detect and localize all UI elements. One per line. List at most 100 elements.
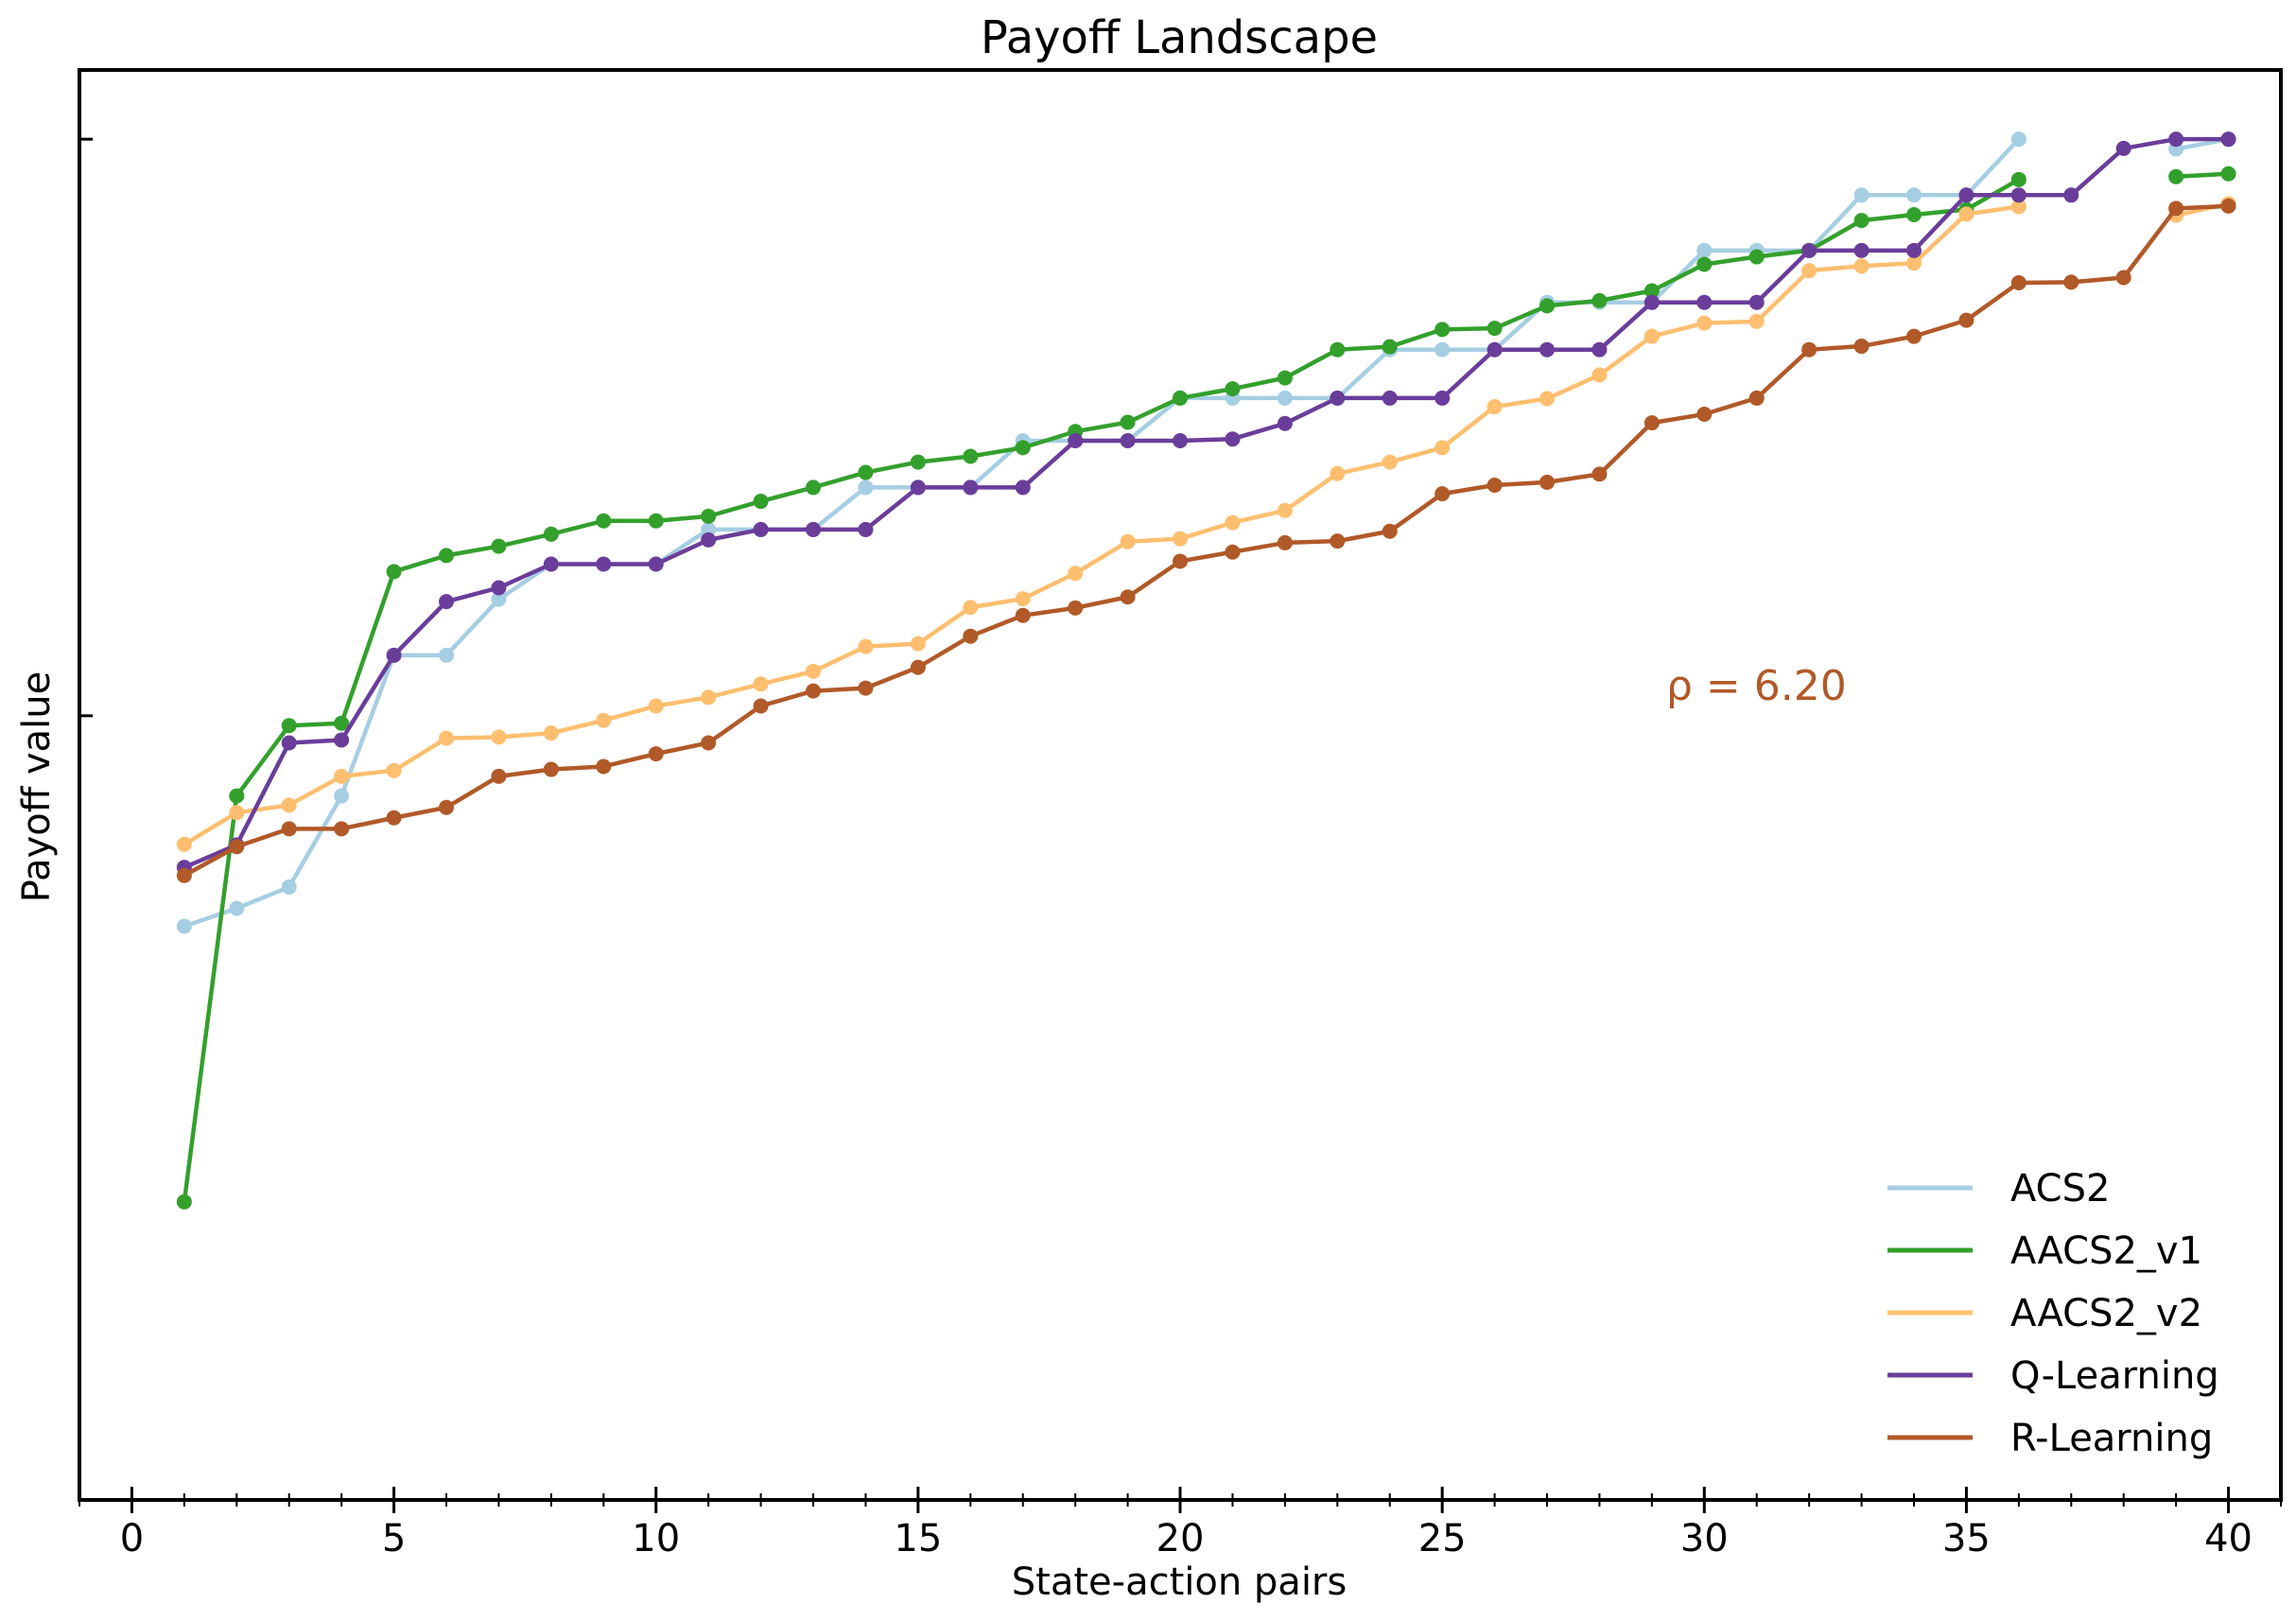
data-point-aacs2-v2-9	[596, 712, 612, 728]
data-point-r-learning-18	[1068, 600, 1084, 616]
data-point-aacs2-v1-24	[1382, 339, 1398, 355]
series-line-q-learning-0	[183, 136, 2229, 870]
data-point-aacs2-v1-1	[176, 1194, 192, 1210]
data-point-aacs2-v1-28	[1592, 292, 1608, 308]
data-point-aacs2-v2-16	[963, 600, 979, 616]
data-point-aacs2-v2-36	[2010, 199, 2026, 215]
data-point-aacs2-v1-4	[334, 715, 350, 731]
data-point-q-learning-7	[491, 580, 507, 596]
series-line-aacs2-v2-0	[183, 204, 2020, 846]
data-point-r-learning-12	[753, 698, 769, 714]
data-point-aacs2-v1-21	[1225, 381, 1241, 397]
data-point-aacs2-v2-7	[491, 729, 507, 745]
x-axis-label: State-action pairs	[1012, 1560, 1347, 1604]
data-point-r-learning-22	[1277, 534, 1293, 550]
data-point-r-learning-31	[1748, 390, 1765, 406]
data-point-r-learning-30	[1696, 406, 1713, 422]
data-point-r-learning-38	[2115, 270, 2131, 286]
data-point-acs2-30	[1696, 242, 1713, 258]
data-point-q-learning-28	[1592, 341, 1608, 357]
data-point-aacs2-v1-30	[1696, 256, 1713, 272]
data-point-q-learning-31	[1748, 294, 1765, 310]
x-tick-label: 5	[382, 1517, 406, 1560]
data-point-acs2-7	[491, 591, 507, 607]
data-point-acs2-3	[281, 879, 297, 895]
data-point-aacs2-v2-10	[648, 698, 664, 714]
data-point-aacs2-v2-22	[1277, 502, 1293, 518]
data-point-aacs2-v1-20	[1173, 390, 1188, 406]
data-point-q-learning-22	[1277, 415, 1293, 431]
data-point-r-learning-28	[1592, 466, 1608, 482]
data-point-r-learning-40	[2220, 198, 2236, 214]
data-point-aacs2-v2-15	[910, 636, 926, 652]
data-point-aacs2-v1-25	[1435, 322, 1451, 338]
data-point-r-learning-11	[701, 735, 717, 751]
data-point-q-learning-17	[1015, 479, 1031, 496]
data-point-r-learning-16	[963, 628, 979, 644]
series-line-r-learning-0	[183, 203, 2229, 878]
plot-marks	[176, 131, 2236, 1210]
legend-label-aacs2-v2: AACS2_v2	[2010, 1292, 2202, 1335]
data-point-aacs2-v1-23	[1330, 341, 1346, 357]
data-point-aacs2-v2-3	[281, 797, 297, 813]
data-point-r-learning-2	[229, 839, 245, 855]
series-r-learning	[176, 198, 2236, 883]
series-line-aacs2-v1-0	[182, 177, 2020, 1203]
data-point-r-learning-4	[334, 821, 350, 837]
x-tick-label: 30	[1680, 1517, 1729, 1560]
data-point-r-learning-34	[1906, 328, 1922, 344]
data-point-aacs2-v2-27	[1539, 391, 1555, 407]
legend-label-r-learning: R-Learning	[2010, 1417, 2213, 1460]
data-point-aacs2-v1-5	[386, 564, 402, 580]
legend-label-q-learning: Q-Learning	[2010, 1354, 2219, 1398]
data-point-r-learning-24	[1382, 523, 1398, 539]
data-point-q-learning-4	[334, 732, 350, 748]
legend: ACS2 AACS2_v1 AACS2_v2 Q-Learning R-Learning	[1887, 1167, 2219, 1460]
data-point-r-learning-15	[910, 659, 926, 675]
data-point-r-learning-5	[386, 810, 402, 826]
data-point-r-learning-36	[2010, 274, 2026, 290]
y-axis-ticks	[79, 137, 93, 718]
data-point-aacs2-v2-6	[439, 730, 454, 746]
data-point-q-learning-8	[543, 556, 559, 572]
data-point-aacs2-v2-19	[1120, 533, 1136, 549]
x-tick-label: 0	[120, 1517, 144, 1560]
data-point-acs2-6	[439, 647, 454, 663]
data-point-aacs2-v2-24	[1382, 454, 1398, 470]
data-point-aacs2-v1-2	[229, 788, 245, 804]
x-tick-label: 10	[632, 1517, 680, 1560]
data-point-q-learning-14	[858, 521, 874, 537]
data-point-r-learning-32	[1801, 341, 1818, 357]
data-point-q-learning-11	[701, 532, 717, 548]
rho-annotation: ρ = 6.20	[1666, 662, 1847, 710]
data-point-r-learning-37	[2063, 274, 2079, 290]
data-point-aacs2-v1-34	[1906, 207, 1922, 223]
data-point-aacs2-v1-22	[1277, 370, 1293, 386]
data-point-q-learning-24	[1382, 390, 1398, 406]
data-point-q-learning-6	[439, 594, 454, 610]
data-point-r-learning-14	[858, 680, 874, 696]
chart-title: Payoff Landscape	[981, 11, 1378, 64]
data-point-r-learning-19	[1120, 589, 1136, 605]
data-point-q-learning-21	[1225, 431, 1241, 447]
data-point-aacs2-v2-28	[1592, 367, 1608, 383]
data-point-aacs2-v1-39	[2168, 168, 2184, 184]
data-point-q-learning-36	[2010, 187, 2026, 203]
data-point-q-learning-29	[1644, 294, 1660, 310]
data-point-aacs2-v1-16	[963, 448, 979, 464]
data-point-q-learning-20	[1173, 433, 1188, 449]
data-point-q-learning-39	[2168, 131, 2184, 148]
data-point-acs2-4	[334, 788, 350, 804]
data-point-acs2-33	[1853, 187, 1870, 203]
data-point-aacs2-v2-25	[1435, 440, 1451, 456]
data-point-q-learning-10	[648, 556, 664, 572]
data-point-r-learning-17	[1015, 607, 1031, 623]
data-point-q-learning-40	[2220, 131, 2236, 148]
data-point-aacs2-v1-3	[281, 718, 297, 734]
data-point-q-learning-19	[1120, 433, 1136, 449]
data-point-r-learning-3	[281, 821, 297, 837]
data-point-r-learning-21	[1225, 544, 1241, 560]
data-point-aacs2-v2-4	[334, 768, 350, 784]
